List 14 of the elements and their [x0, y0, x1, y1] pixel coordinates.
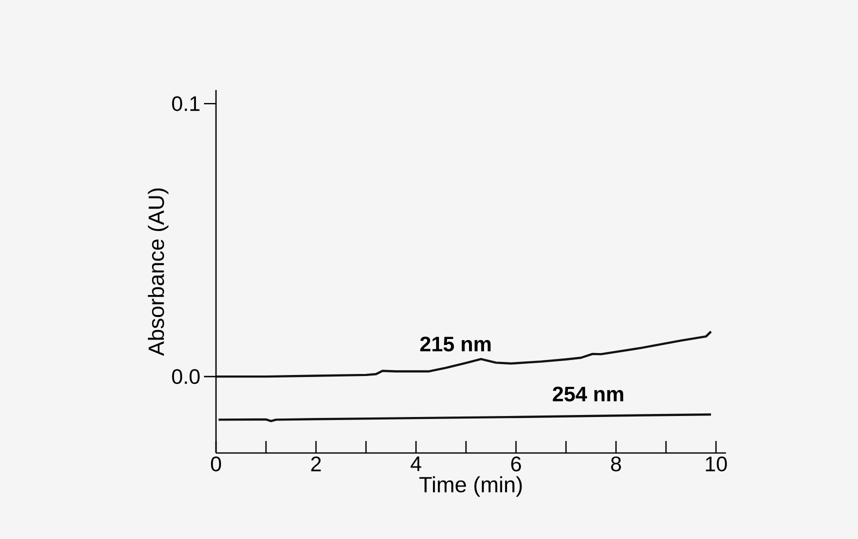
x-axis-title: Time (min) [419, 476, 522, 497]
y-tick-label: 0.1 [172, 96, 200, 112]
y-axis-title: Absorbance (AU) [148, 188, 168, 356]
line-series [217, 413, 712, 422]
x-tick-label: 4 [410, 456, 422, 471]
y-tick-label: 0.0 [172, 369, 200, 384]
series-label: 254 nm [552, 386, 624, 402]
x-tick-label: 8 [611, 456, 621, 472]
x-tick-label: 0 [210, 456, 222, 472]
x-tick-label: 6 [511, 456, 521, 472]
x-tick-label: 2 [311, 456, 321, 472]
line-series [214, 330, 712, 378]
series-label: 215 nm [420, 336, 491, 352]
x-tick-label: 10 [706, 456, 727, 472]
